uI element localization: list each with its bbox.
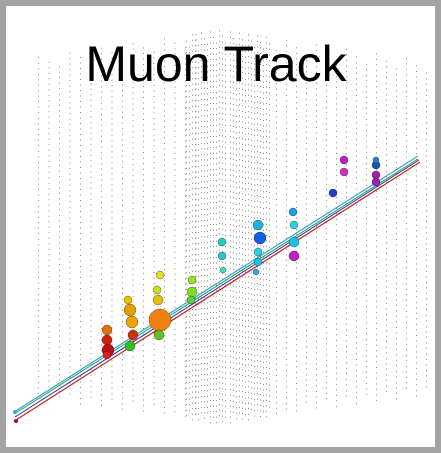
hit-dom xyxy=(186,286,198,298)
detector-string xyxy=(396,68,397,400)
hit-dom xyxy=(339,155,349,165)
hit-dom xyxy=(339,167,349,177)
detector-string xyxy=(416,65,417,397)
detector-string xyxy=(225,42,226,418)
title: Muon Track xyxy=(85,36,347,92)
detector-string xyxy=(296,47,297,412)
track-line xyxy=(14,159,420,418)
detector-string xyxy=(210,31,211,423)
track-line xyxy=(15,161,421,421)
detector-string xyxy=(406,57,407,389)
detector-string xyxy=(174,42,176,413)
hit-dom xyxy=(372,156,380,164)
detector-string xyxy=(80,57,81,405)
hit-dom xyxy=(101,324,113,336)
hit-dom xyxy=(102,350,112,360)
hit-dom xyxy=(127,329,139,341)
hit-dom xyxy=(153,329,165,341)
hit-dom xyxy=(123,303,137,317)
hit-dom xyxy=(186,295,196,305)
hit-dom xyxy=(252,219,264,231)
detector-string xyxy=(195,39,196,415)
hit-dom xyxy=(219,266,227,274)
detector-string xyxy=(207,44,208,414)
hit-dom xyxy=(288,250,300,262)
detector-string xyxy=(219,30,220,417)
detector-string xyxy=(90,61,92,398)
detector-string xyxy=(263,48,264,413)
hit-dom xyxy=(148,308,172,332)
hit-dom xyxy=(152,285,162,295)
detector-string xyxy=(286,39,287,410)
detector-string xyxy=(236,44,237,420)
hit-dom xyxy=(328,188,338,198)
detector-string xyxy=(186,41,187,417)
track-line xyxy=(13,155,419,413)
muon-tracks xyxy=(13,155,421,421)
detector-string xyxy=(336,59,337,407)
hit-dom xyxy=(288,207,298,217)
hit-dom xyxy=(101,334,113,346)
hit-dom xyxy=(14,419,18,423)
hit-dom xyxy=(124,340,136,352)
detector-string xyxy=(222,36,223,423)
detector-string xyxy=(269,43,270,408)
detector-string xyxy=(204,38,205,419)
detector-string xyxy=(101,47,102,407)
hit-dom xyxy=(253,247,263,257)
detector-string xyxy=(426,72,427,388)
track-line xyxy=(13,158,419,415)
hit-dom xyxy=(371,170,381,180)
detector-string xyxy=(233,38,234,413)
detector-string xyxy=(164,38,165,414)
detector-string xyxy=(254,47,255,417)
hit-dom xyxy=(155,270,165,280)
detector-string xyxy=(216,42,217,424)
hit-dom xyxy=(252,268,260,276)
detector-string xyxy=(122,56,123,410)
hit-dom xyxy=(125,315,139,329)
hit-dom xyxy=(253,231,267,245)
detector-string xyxy=(192,34,193,421)
detector-string xyxy=(69,52,71,395)
hit-dom xyxy=(217,251,227,261)
hit-dom xyxy=(187,275,197,285)
detector-string xyxy=(59,66,60,398)
hit-doms xyxy=(13,155,381,423)
detector-string xyxy=(189,46,190,411)
detector-string xyxy=(245,45,246,416)
detector-string xyxy=(316,44,317,409)
detector-string xyxy=(366,63,367,395)
hit-dom xyxy=(123,295,133,305)
hit-dom xyxy=(13,410,17,414)
detector-string xyxy=(326,51,327,400)
detector-string xyxy=(153,52,155,405)
detector-string xyxy=(376,53,377,401)
detector-string xyxy=(143,47,144,412)
hit-dom xyxy=(289,220,299,230)
hit-dom xyxy=(253,257,263,267)
detector-string xyxy=(386,60,387,392)
detector-string xyxy=(48,61,50,393)
detector-string xyxy=(276,50,277,415)
detector-string xyxy=(266,36,267,418)
detector-string xyxy=(213,37,214,418)
hit-dom xyxy=(371,177,381,187)
detector-string xyxy=(346,48,347,397)
detector-string xyxy=(198,45,199,421)
detector-string xyxy=(356,56,357,404)
detector-string xyxy=(38,57,39,394)
detector-string xyxy=(248,34,249,421)
detector-string xyxy=(230,31,231,423)
hit-dom xyxy=(288,236,300,248)
hit-dom xyxy=(217,237,227,247)
hit-dom xyxy=(152,294,164,306)
detector-string xyxy=(185,47,186,417)
detector-string xyxy=(242,39,243,420)
detector-string xyxy=(251,40,252,411)
